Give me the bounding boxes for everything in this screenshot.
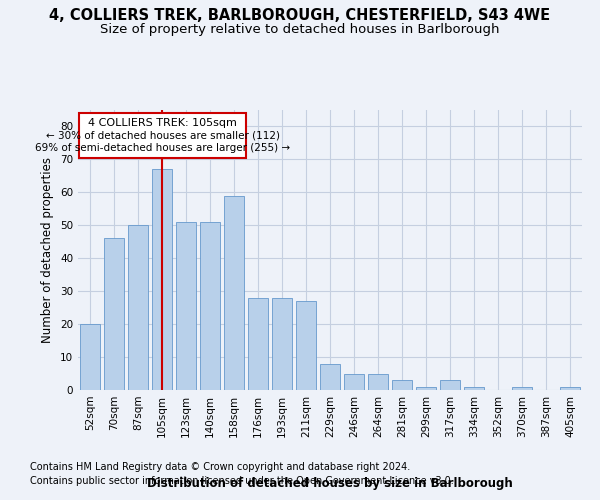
Bar [416,386,436,390]
Bar [128,226,148,390]
Bar [104,238,124,390]
Text: ← 30% of detached houses are smaller (112): ← 30% of detached houses are smaller (11… [46,130,280,140]
Bar [440,380,460,390]
Bar [368,374,388,390]
Bar [248,298,268,390]
Bar [392,380,412,390]
Text: Contains HM Land Registry data © Crown copyright and database right 2024.: Contains HM Land Registry data © Crown c… [30,462,410,472]
Text: Size of property relative to detached houses in Barlborough: Size of property relative to detached ho… [100,22,500,36]
Text: 4 COLLIERS TREK: 105sqm: 4 COLLIERS TREK: 105sqm [88,118,237,128]
Bar [296,301,316,390]
Bar [512,386,532,390]
Bar [560,386,580,390]
Text: 69% of semi-detached houses are larger (255) →: 69% of semi-detached houses are larger (… [35,143,290,153]
Bar [200,222,220,390]
Bar [224,196,244,390]
Bar [80,324,100,390]
Bar [152,170,172,390]
Bar [176,222,196,390]
Bar [464,386,484,390]
Bar [272,298,292,390]
Y-axis label: Number of detached properties: Number of detached properties [41,157,55,343]
Text: Distribution of detached houses by size in Barlborough: Distribution of detached houses by size … [147,477,513,490]
Bar [320,364,340,390]
Bar [344,374,364,390]
FancyBboxPatch shape [79,114,246,158]
Text: 4, COLLIERS TREK, BARLBOROUGH, CHESTERFIELD, S43 4WE: 4, COLLIERS TREK, BARLBOROUGH, CHESTERFI… [49,8,551,22]
Text: Contains public sector information licensed under the Open Government Licence v3: Contains public sector information licen… [30,476,454,486]
